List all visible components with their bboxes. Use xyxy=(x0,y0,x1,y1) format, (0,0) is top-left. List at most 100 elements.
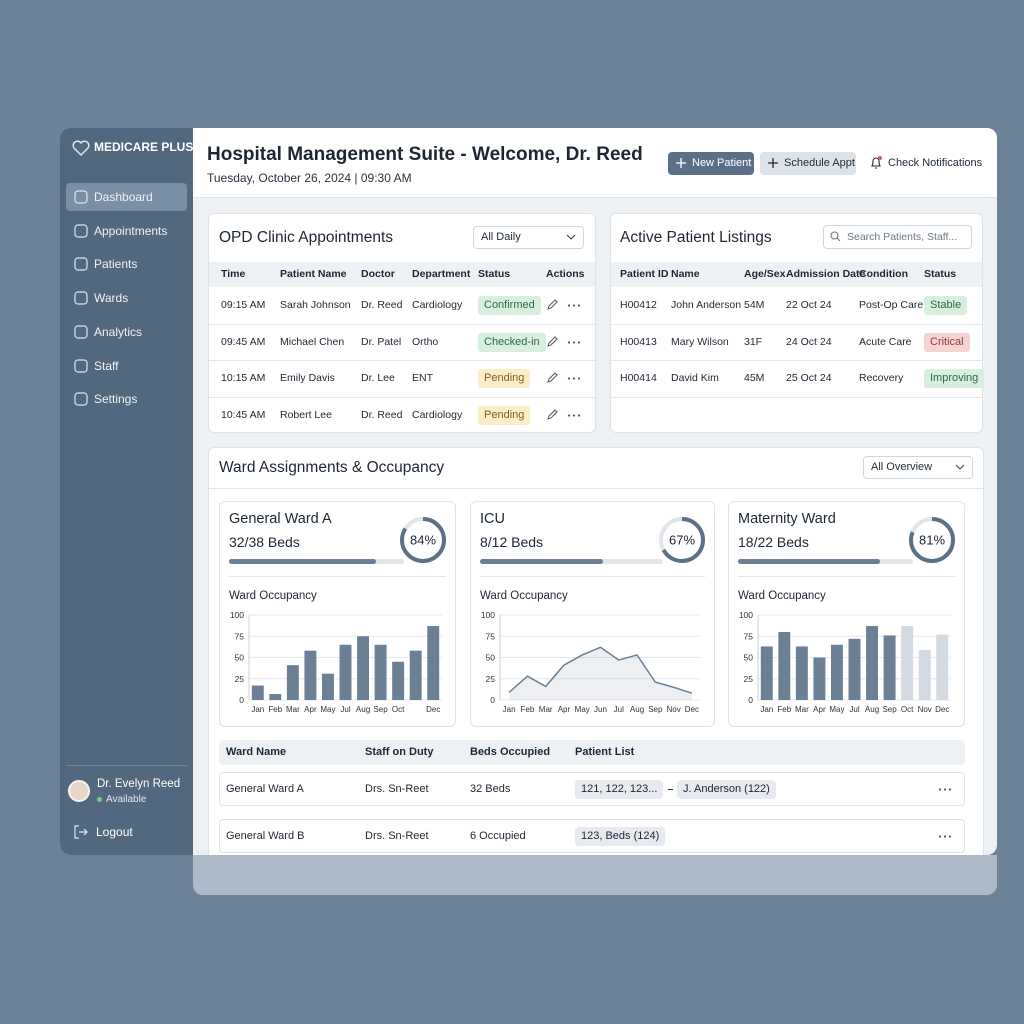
status-dot xyxy=(97,797,102,802)
nav-item[interactable]: Appointments xyxy=(94,223,168,238)
dropdown[interactable]: All Overview xyxy=(863,456,973,479)
cell: 54M xyxy=(744,299,765,311)
y-tick-label: 75 xyxy=(744,631,754,641)
nav-icon xyxy=(74,190,88,204)
search-box[interactable]: Search Patients, Staff... xyxy=(823,225,972,249)
more-dot xyxy=(943,835,947,838)
cell: Acute Care xyxy=(859,335,912,348)
nav-item[interactable]: Dashboard xyxy=(94,190,153,204)
nav-item[interactable]: Analytics xyxy=(94,324,143,339)
graphic xyxy=(74,257,88,271)
bar xyxy=(251,685,264,700)
graphic: 67% xyxy=(659,517,705,563)
button-notifications[interactable]: Check Notifications xyxy=(888,157,983,169)
window-reflection xyxy=(193,855,997,895)
column-header: Doctor xyxy=(361,268,395,280)
x-tick-label: Mar xyxy=(539,705,553,714)
user-name: Dr. Evelyn Reed xyxy=(97,778,181,790)
card-divider xyxy=(229,576,446,577)
cell: 6 Occupied xyxy=(470,830,526,842)
status-pill: Stable xyxy=(924,296,968,315)
chart-title: Ward Occupancy xyxy=(229,590,317,602)
ward-beds: 8/12 Beds xyxy=(480,534,544,550)
y-tick-label: 50 xyxy=(486,653,496,663)
ward-name: ICU xyxy=(480,511,505,527)
nav-item[interactable]: Staff xyxy=(94,358,119,373)
x-tick-label: May xyxy=(829,705,844,714)
table-head xyxy=(219,740,965,765)
graphic xyxy=(567,304,581,307)
dropdown[interactable]: All Daily xyxy=(473,226,584,249)
x-tick-label: Feb xyxy=(521,705,535,714)
x-tick-label: Jan xyxy=(251,705,264,714)
graphic xyxy=(547,372,558,383)
more-dot xyxy=(577,377,581,380)
card-title: Ward Assignments & Occupancy xyxy=(219,459,445,476)
table-head xyxy=(611,262,982,287)
x-tick-label: Oct xyxy=(901,705,914,714)
patient-chip[interactable]: J. Anderson (122) xyxy=(677,780,776,799)
bar xyxy=(883,635,896,700)
nav-item[interactable]: Patients xyxy=(94,257,138,272)
graphic xyxy=(830,231,841,242)
line-area xyxy=(509,647,692,700)
card-divider xyxy=(738,576,955,577)
ring-label: 81% xyxy=(919,533,945,548)
column-header: Patient ID xyxy=(620,268,669,280)
ward-beds: 32/38 Beds xyxy=(229,534,300,550)
graphic xyxy=(74,190,88,204)
card-title: Active Patient Listings xyxy=(620,229,772,246)
x-tick-label: Oct xyxy=(392,705,405,714)
column-header: Name xyxy=(671,268,700,280)
card-divider xyxy=(480,576,705,577)
ring-label: 84% xyxy=(410,533,436,548)
more-dot xyxy=(567,340,571,344)
patient-chip[interactable]: 123, Beds (124) xyxy=(575,827,666,846)
patient-chip[interactable]: 121, 122, 123... xyxy=(575,780,664,799)
plus-icon xyxy=(768,158,778,168)
column-header: Actions xyxy=(546,268,585,280)
cell: Cardiology xyxy=(412,299,463,311)
graphic xyxy=(74,825,88,839)
nav-item[interactable]: Wards xyxy=(94,291,129,306)
x-tick-label: Apr xyxy=(558,705,571,714)
chart-title: Ward Occupancy xyxy=(738,590,826,602)
cell: Ortho xyxy=(412,335,439,348)
button-new-patient[interactable]: New Patient xyxy=(668,152,754,175)
logout-icon xyxy=(74,825,88,839)
cell: 10:15 AM xyxy=(221,372,266,385)
graphic xyxy=(547,335,558,347)
nav-icon xyxy=(74,325,88,339)
cell: Robert Lee xyxy=(280,408,332,421)
column-header: Ward Name xyxy=(226,746,287,758)
graphic xyxy=(74,325,88,339)
cell: Drs. Sn-Reet xyxy=(365,783,429,795)
ward-name: General Ward A xyxy=(229,511,332,527)
ward-row xyxy=(219,819,965,853)
x-tick-label: Sep xyxy=(648,705,663,714)
cell: David Kim xyxy=(671,372,719,385)
bar xyxy=(427,626,440,700)
ward-card xyxy=(470,501,715,727)
more-dot xyxy=(567,414,571,417)
bar xyxy=(901,626,914,700)
status-pill: Checked-in xyxy=(478,332,546,352)
graphic xyxy=(72,140,90,157)
cell: 25 Oct 24 xyxy=(786,372,832,385)
column-header: Condition xyxy=(859,268,908,280)
progress-bar xyxy=(229,559,376,564)
y-tick-label: 25 xyxy=(235,674,245,684)
bar xyxy=(813,657,826,700)
x-tick-label: May xyxy=(575,705,590,714)
status-pill: Pending xyxy=(478,369,531,389)
nav-item[interactable]: Settings xyxy=(94,392,138,407)
page-subtitle: Tuesday, October 26, 2024 | 09:30 AM xyxy=(207,171,412,185)
button-schedule[interactable]: Schedule Appt xyxy=(760,152,856,175)
logout[interactable]: Logout xyxy=(96,825,133,839)
more-dot xyxy=(577,340,581,344)
x-tick-label: Mar xyxy=(286,705,300,714)
cell: Dr. Lee xyxy=(361,372,395,385)
x-tick-label: Feb xyxy=(777,705,791,714)
column-header: Patient List xyxy=(575,746,635,758)
y-tick-label: 25 xyxy=(486,674,496,684)
